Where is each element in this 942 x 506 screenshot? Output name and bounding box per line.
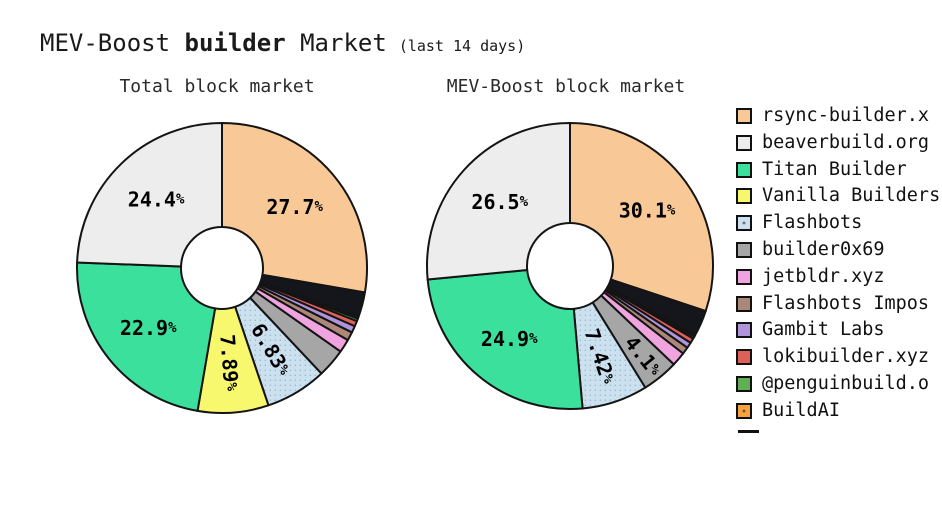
legend-item[interactable]: rsync-builder.x: [736, 105, 942, 126]
legend-label: Vanilla Builders: [762, 185, 941, 207]
pie-slice-pattern: [573, 302, 646, 409]
figure-title-note: (last 14 days): [398, 37, 526, 55]
slice-percent-label: 30.1%: [619, 198, 676, 222]
legend-swatch: [736, 349, 752, 366]
legend-item[interactable]: Gambit Labs: [736, 319, 942, 341]
pie-slice-pattern: [235, 297, 322, 406]
slice-percent-label: 22.9%: [120, 316, 177, 340]
legend-swatch: [736, 402, 752, 419]
legend-item[interactable]: lokibuilder.xyz: [736, 346, 942, 368]
legend-label: Flashbots: [762, 212, 863, 234]
legend-item[interactable]: BuildAI: [736, 399, 942, 421]
figure-title: MEV-Boost builder Market (last 14 days): [40, 29, 525, 57]
slice-percent-label: 24.9%: [481, 327, 538, 351]
legend-label: builder0x69: [762, 238, 885, 260]
pie-slice[interactable]: [76, 261, 217, 412]
slice-percent-label: 24.4%: [128, 188, 185, 212]
legend-swatch: [736, 188, 752, 205]
legend-swatch: [736, 268, 752, 285]
legend-swatch: [736, 134, 752, 151]
legend-label: @penguinbuild.o: [762, 372, 930, 394]
pie-slice[interactable]: [221, 122, 368, 294]
slice-percent-label: 7.89%: [215, 334, 243, 393]
pie-slice[interactable]: [76, 122, 223, 268]
legend-label: BuildAI: [762, 399, 840, 421]
legend-label: rsync-builder.x: [762, 105, 930, 126]
legend-swatch: [736, 215, 752, 232]
pie-slice[interactable]: [426, 122, 571, 281]
legend-item[interactable]: Titan Builder: [736, 158, 942, 180]
legend-item[interactable]: Vanilla Builders: [736, 185, 942, 207]
chart-title-mevboost: MEV-Boost block market: [446, 76, 686, 97]
legend-swatch: [736, 161, 752, 178]
legend-item[interactable]: builder0x69: [736, 238, 942, 260]
legend-swatch: [736, 322, 752, 339]
legend-swatch: [736, 108, 752, 124]
slice-percent-label: 26.5%: [471, 190, 528, 214]
pie-slice[interactable]: [426, 269, 584, 410]
legend-item-truncated[interactable]: [738, 429, 759, 433]
legend-label: jetbldr.xyz: [762, 265, 885, 287]
donut-chart-total: 27.7%6.83%7.89%22.9%24.4%: [76, 122, 368, 414]
legend-label: lokibuilder.xyz: [762, 346, 930, 368]
legend-item[interactable]: jetbldr.xyz: [736, 265, 942, 287]
legend-item[interactable]: beaverbuild.org: [736, 131, 942, 153]
legend-item[interactable]: Flashbots Impos: [736, 292, 942, 314]
donut-chart-mevboost: 30.1%4.1%7.42%24.9%26.5%: [426, 122, 714, 410]
legend-item[interactable]: Flashbots: [736, 212, 942, 234]
legend-item[interactable]: @penguinbuild.o: [736, 372, 942, 394]
figure-title-prefix: MEV-Boost: [40, 29, 185, 57]
legend-label: Titan Builder: [762, 158, 907, 180]
legend-label: Flashbots Impos: [762, 292, 930, 314]
legend-swatch: [736, 241, 752, 258]
chart-title-total: Total block market: [119, 76, 315, 97]
figure-title-bold: builder: [184, 29, 286, 57]
legend: rsync-builder.x beaverbuild.org Titan Buil…: [736, 105, 942, 443]
legend-swatch: [736, 295, 752, 312]
legend-label: Gambit Labs: [762, 319, 885, 341]
figure-title-suffix: Market: [285, 29, 387, 57]
legend-label: beaverbuild.org: [762, 131, 930, 153]
legend-swatch: [736, 375, 752, 392]
pie-slice[interactable]: [569, 122, 714, 313]
slice-percent-label: 27.7%: [266, 195, 323, 219]
